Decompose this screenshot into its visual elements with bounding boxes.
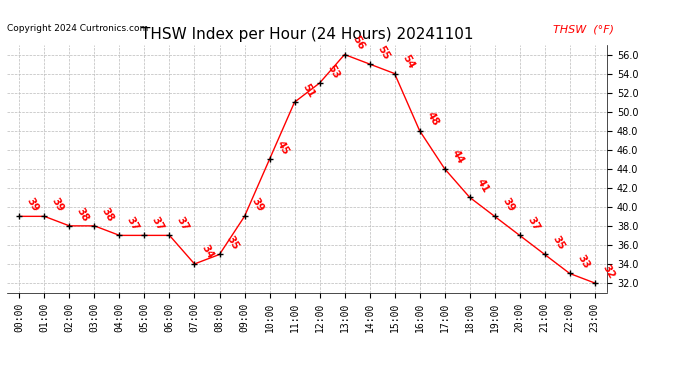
Text: 33: 33	[575, 253, 591, 271]
Text: 54: 54	[400, 53, 416, 71]
Text: 35: 35	[225, 234, 241, 252]
Text: 41: 41	[475, 177, 491, 195]
Text: 48: 48	[425, 110, 441, 128]
Text: 37: 37	[175, 215, 191, 232]
Text: 38: 38	[75, 206, 91, 223]
Text: 39: 39	[250, 196, 266, 214]
Text: 32: 32	[600, 262, 616, 280]
Title: THSW Index per Hour (24 Hours) 20241101: THSW Index per Hour (24 Hours) 20241101	[141, 27, 473, 42]
Text: 39: 39	[25, 196, 41, 214]
Text: 51: 51	[300, 82, 316, 99]
Text: 35: 35	[550, 234, 566, 252]
Text: 44: 44	[450, 148, 466, 166]
Text: 37: 37	[150, 215, 166, 232]
Text: 39: 39	[500, 196, 516, 214]
Text: 34: 34	[200, 243, 216, 261]
Text: 37: 37	[525, 215, 541, 232]
Text: THSW  (°F): THSW (°F)	[553, 24, 614, 34]
Text: 56: 56	[350, 34, 366, 52]
Text: 55: 55	[375, 44, 391, 61]
Text: 45: 45	[275, 139, 291, 156]
Text: 39: 39	[50, 196, 66, 214]
Text: 53: 53	[325, 63, 341, 80]
Text: Copyright 2024 Curtronics.com: Copyright 2024 Curtronics.com	[7, 24, 148, 33]
Text: 37: 37	[125, 215, 141, 232]
Text: 38: 38	[100, 206, 116, 223]
